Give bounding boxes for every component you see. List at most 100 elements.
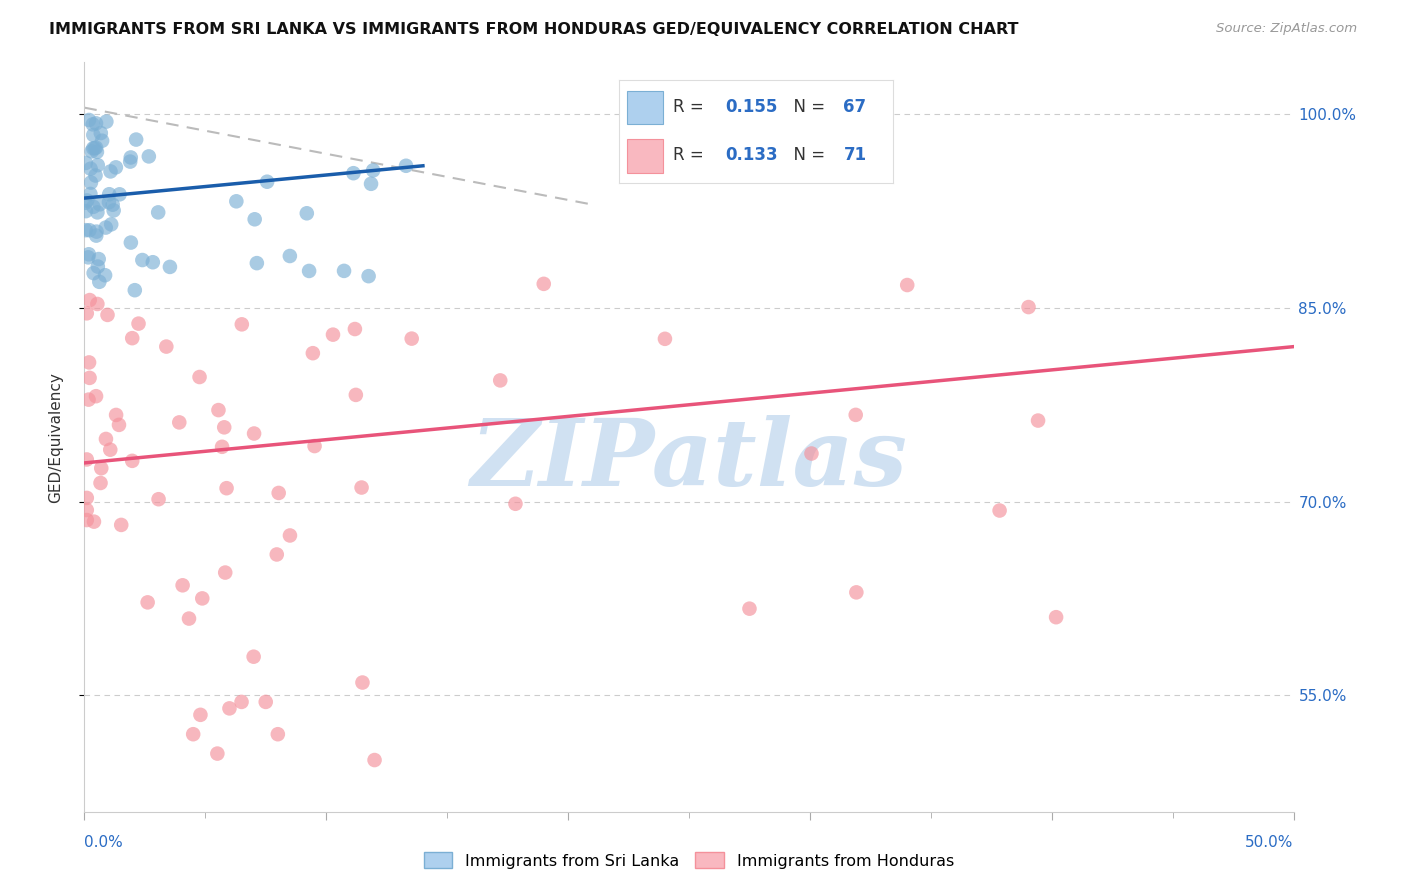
Point [83,266,105,280]
Point [87,252,110,266]
Point [169,416,191,430]
Point [90,126,112,140]
Point [83,515,105,529]
Point [82,128,104,142]
Point [82,117,104,131]
Point [79,223,101,237]
Point [148,492,170,507]
Point [96,308,118,322]
Point [89,197,111,211]
Point [267,727,290,741]
Point [142,255,165,269]
Point [896,278,918,293]
Point [302,346,325,360]
Point [75,156,97,170]
Point [75,195,97,210]
Text: R =: R = [673,146,710,164]
Point [188,370,211,384]
Point [84,169,107,183]
Text: 71: 71 [844,146,866,164]
Point [246,256,269,270]
Point [225,194,247,209]
Point [215,481,238,495]
Point [121,454,143,468]
Text: ZIPatlas: ZIPatlas [471,415,907,505]
Point [90,461,112,475]
Point [361,163,384,178]
Point [242,649,264,664]
Point [278,528,301,542]
Point [91,134,114,148]
Bar [627,91,662,124]
Point [231,318,253,332]
Point [360,177,382,191]
Point [108,187,131,202]
Point [76,503,98,517]
Point [155,340,177,354]
Point [76,452,98,467]
Point [172,578,194,592]
Point [79,161,101,176]
Text: N =: N = [783,146,831,164]
Point [89,475,111,490]
Point [108,417,131,432]
Point [181,727,204,741]
Point [120,154,142,169]
Point [322,327,344,342]
Point [1018,300,1040,314]
Point [84,389,107,403]
Point [800,446,823,460]
Point [212,420,235,434]
Point [96,114,118,128]
Point [278,249,301,263]
Point [148,205,170,219]
Point [243,212,266,227]
Point [243,426,266,441]
Point [98,187,121,202]
Point [86,297,108,311]
Point [190,707,212,722]
Point [395,159,418,173]
Point [505,497,527,511]
Point [207,747,229,761]
Text: R =: R = [673,98,710,117]
Point [79,186,101,201]
Point [76,513,98,527]
Point [128,317,150,331]
Point [89,275,111,289]
Legend: Immigrants from Sri Lanka, Immigrants from Honduras: Immigrants from Sri Lanka, Immigrants fr… [418,846,960,875]
Point [83,141,105,155]
Point [159,260,181,274]
Point [87,158,110,172]
Point [105,408,128,422]
Point [254,695,277,709]
Point [177,611,200,625]
Point [82,141,104,155]
Point [125,132,148,146]
Point [138,149,160,163]
Point [77,392,100,407]
Point [298,264,321,278]
Point [79,371,101,385]
Point [84,116,107,130]
Point [211,440,233,454]
Y-axis label: GED/Equivalency: GED/Equivalency [49,372,63,502]
Point [101,197,124,211]
Point [231,695,253,709]
Point [124,283,146,297]
Point [110,517,132,532]
Point [100,164,122,178]
Point [76,491,98,505]
Text: Source: ZipAtlas.com: Source: ZipAtlas.com [1216,22,1357,36]
Point [94,432,117,446]
Point [120,235,142,250]
Point [304,439,326,453]
Point [845,585,868,599]
Point [988,503,1011,517]
Point [207,403,229,417]
Point [76,306,98,320]
Point [266,548,288,562]
Point [104,161,127,175]
Point [191,591,214,606]
Point [342,166,364,180]
